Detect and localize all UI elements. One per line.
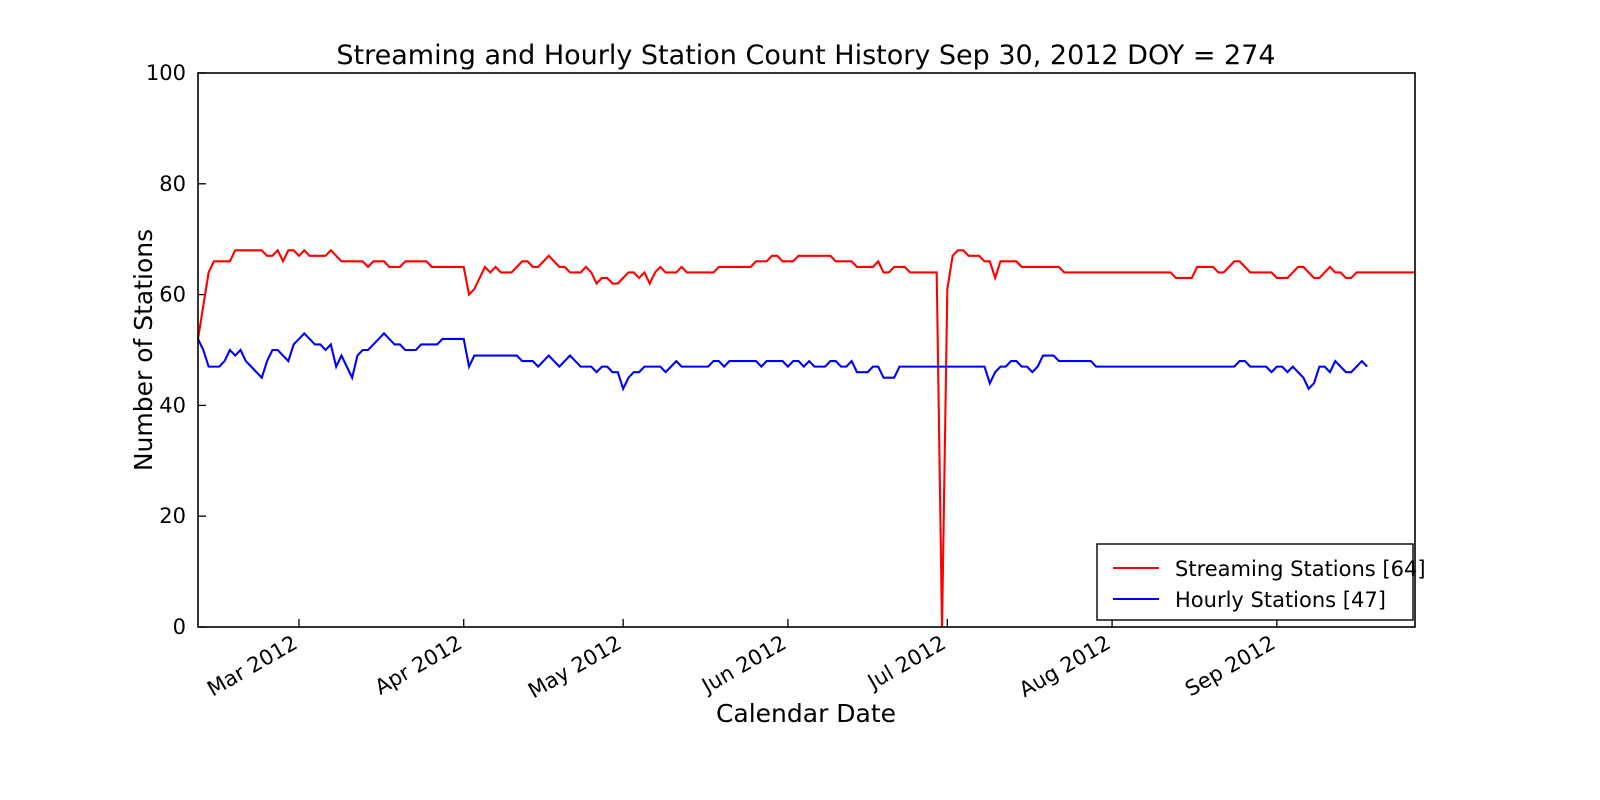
chart-title: Streaming and Hourly Station Count Histo… [336, 40, 1275, 71]
y-tick-label: 0 [173, 615, 186, 639]
y-axis-ticks: 0 20 40 60 80 100 [146, 61, 206, 639]
x-tick-label: Mar 2012 [203, 631, 301, 702]
plot-area-background [198, 73, 1415, 627]
y-tick-label: 80 [159, 172, 186, 196]
x-tick-label: May 2012 [524, 631, 626, 704]
axes-frame [197, 72, 1416, 628]
x-tick-label: Aug 2012 [1015, 631, 1115, 702]
x-tick-label: Apr 2012 [371, 631, 467, 700]
y-tick-label: 20 [159, 504, 186, 528]
y-tick-label: 40 [159, 393, 186, 417]
x-tick-label: Sep 2012 [1181, 631, 1279, 702]
series-line-hourly [197, 331, 1368, 392]
series-line-streaming [196, 248, 1415, 628]
x-tick-label: Jun 2012 [696, 631, 790, 699]
chart-legend[interactable]: Streaming Stations [64] Hourly Stations [… [1096, 543, 1426, 621]
x-tick-label: Jul 2012 [862, 631, 950, 696]
x-axis-title: Calendar Date [716, 699, 896, 728]
y-tick-label: 100 [146, 61, 186, 85]
legend-box [1096, 543, 1414, 621]
legend-label-hourly: Hourly Stations [47] [1175, 588, 1386, 612]
x-axis-ticks: Mar 2012 Apr 2012 May 2012 Jun 2012 Jul 2012… [203, 619, 1279, 703]
y-tick-label: 60 [159, 283, 186, 307]
y-axis-title: Number of Stations [129, 229, 158, 471]
legend-label-streaming: Streaming Stations [64] [1175, 557, 1426, 581]
data-series-group [196, 248, 1415, 628]
